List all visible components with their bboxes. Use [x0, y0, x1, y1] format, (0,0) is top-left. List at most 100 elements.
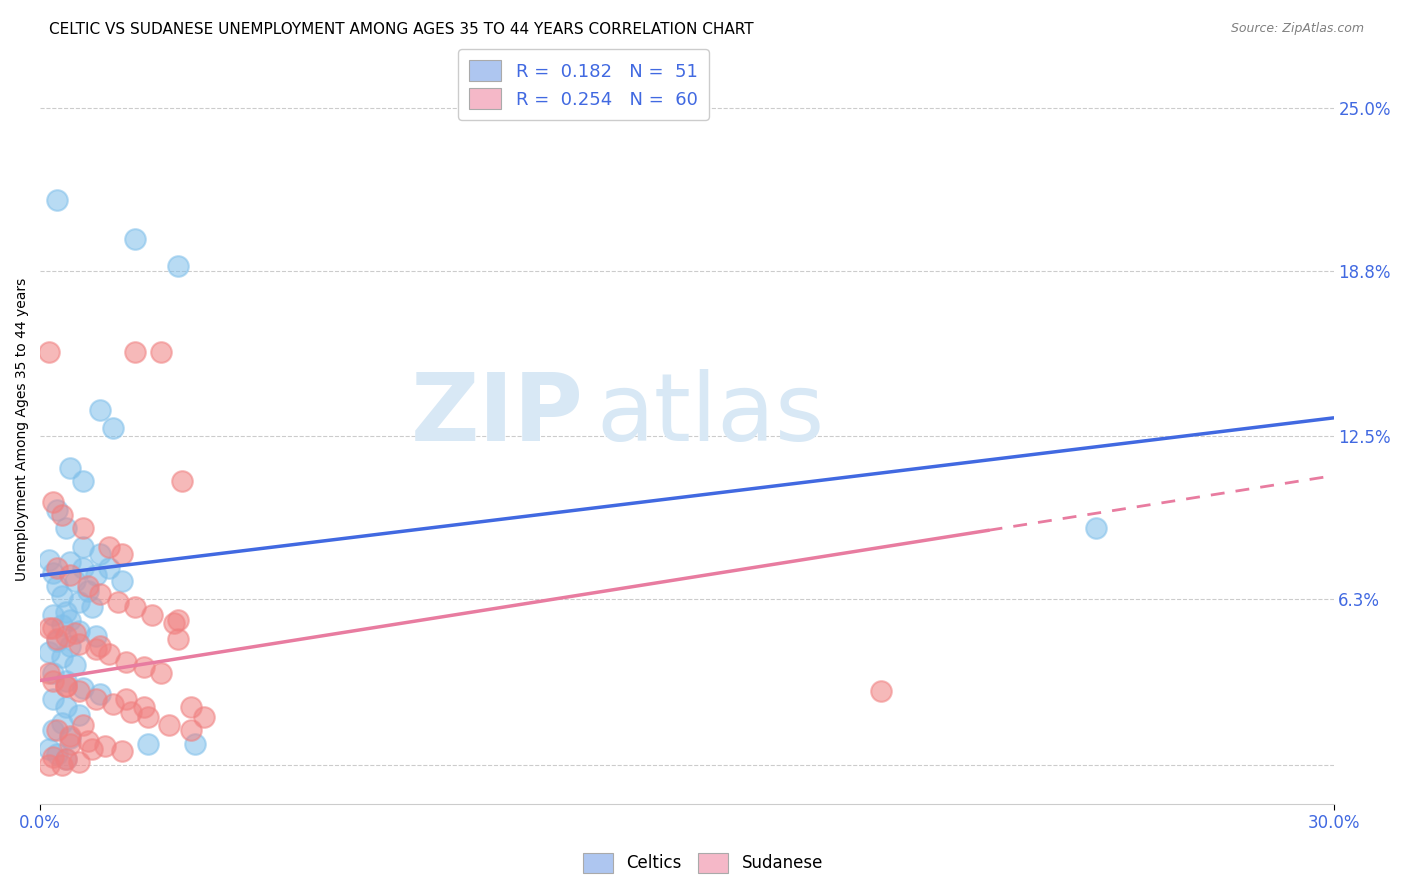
Point — [42, 495, 65, 509]
Point — [59, 555, 82, 569]
Point — [72, 718, 94, 732]
Point — [111, 744, 134, 758]
Point — [59, 613, 82, 627]
Point — [59, 640, 82, 654]
Point — [132, 699, 155, 714]
Point — [67, 684, 90, 698]
Point — [51, 649, 73, 664]
Point — [76, 584, 98, 599]
Point — [107, 595, 129, 609]
Point — [55, 699, 77, 714]
Point — [59, 729, 82, 743]
Point — [67, 595, 90, 609]
Point — [115, 692, 138, 706]
Point — [42, 566, 65, 580]
Point — [46, 747, 69, 761]
Point — [141, 607, 163, 622]
Point — [149, 665, 172, 680]
Point — [180, 723, 202, 738]
Point — [67, 637, 90, 651]
Point — [167, 632, 190, 646]
Point — [46, 723, 69, 738]
Point — [76, 734, 98, 748]
Point — [84, 568, 107, 582]
Point — [42, 692, 65, 706]
Point — [163, 615, 186, 630]
Text: ZIP: ZIP — [411, 368, 583, 460]
Point — [63, 574, 86, 588]
Point — [55, 521, 77, 535]
Point — [72, 560, 94, 574]
Point — [59, 737, 82, 751]
Point — [63, 657, 86, 672]
Point — [42, 673, 65, 688]
Point — [111, 548, 134, 562]
Point — [46, 579, 69, 593]
Point — [103, 697, 125, 711]
Point — [59, 731, 82, 746]
Point — [124, 232, 146, 246]
Point — [193, 710, 215, 724]
Point — [120, 705, 142, 719]
Point — [67, 755, 90, 769]
Point — [76, 579, 98, 593]
Point — [124, 599, 146, 614]
Point — [98, 560, 121, 574]
Point — [55, 629, 77, 643]
Point — [67, 707, 90, 722]
Legend: Celtics, Sudanese: Celtics, Sudanese — [576, 847, 830, 880]
Point — [72, 540, 94, 554]
Point — [51, 618, 73, 632]
Point — [55, 679, 77, 693]
Point — [42, 749, 65, 764]
Point — [184, 737, 207, 751]
Point — [38, 741, 60, 756]
Point — [115, 655, 138, 669]
Point — [167, 613, 190, 627]
Point — [63, 626, 86, 640]
Point — [55, 752, 77, 766]
Point — [46, 632, 69, 646]
Point — [167, 259, 190, 273]
Point — [72, 521, 94, 535]
Point — [159, 718, 181, 732]
Point — [84, 642, 107, 657]
Point — [180, 699, 202, 714]
Point — [67, 624, 90, 638]
Point — [89, 687, 111, 701]
Point — [38, 345, 60, 359]
Legend: R =  0.182   N =  51, R =  0.254   N =  60: R = 0.182 N = 51, R = 0.254 N = 60 — [458, 49, 709, 120]
Point — [42, 665, 65, 680]
Point — [84, 629, 107, 643]
Point — [55, 679, 77, 693]
Point — [59, 460, 82, 475]
Point — [98, 540, 121, 554]
Point — [869, 684, 891, 698]
Point — [89, 403, 111, 417]
Point — [38, 645, 60, 659]
Point — [46, 503, 69, 517]
Point — [59, 568, 82, 582]
Point — [136, 710, 159, 724]
Text: Source: ZipAtlas.com: Source: ZipAtlas.com — [1230, 22, 1364, 36]
Point — [46, 560, 69, 574]
Point — [132, 660, 155, 674]
Point — [55, 752, 77, 766]
Point — [55, 605, 77, 619]
Point — [72, 681, 94, 696]
Y-axis label: Unemployment Among Ages 35 to 44 years: Unemployment Among Ages 35 to 44 years — [15, 278, 30, 582]
Point — [51, 715, 73, 730]
Point — [51, 508, 73, 522]
Point — [84, 692, 107, 706]
Point — [111, 574, 134, 588]
Point — [51, 590, 73, 604]
Point — [149, 345, 172, 359]
Point — [38, 552, 60, 566]
Point — [42, 723, 65, 738]
Point — [172, 474, 194, 488]
Point — [42, 621, 65, 635]
Point — [89, 587, 111, 601]
Point — [72, 474, 94, 488]
Point — [80, 741, 103, 756]
Point — [94, 739, 117, 754]
